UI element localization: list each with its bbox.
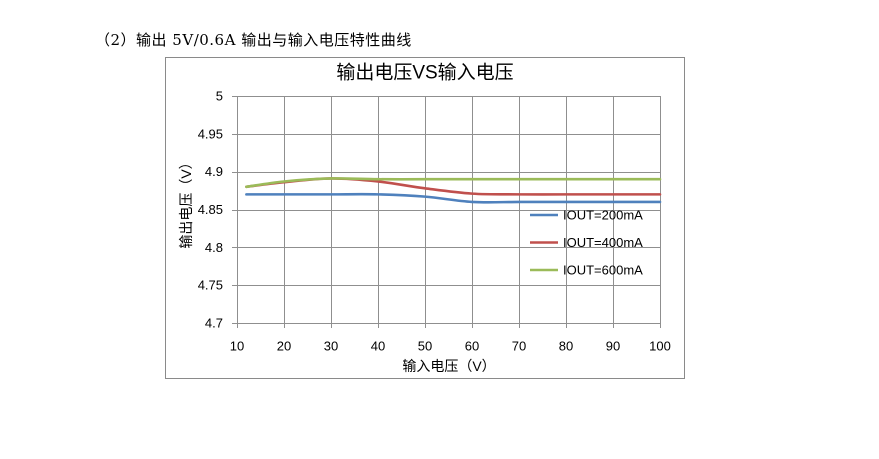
series-line-3 <box>245 177 662 189</box>
plot-lines <box>245 177 662 204</box>
legend-entry: IOUT=200mA <box>530 208 643 223</box>
x-tick-label: 40 <box>371 339 385 354</box>
legend-label: IOUT=600mA <box>563 263 643 278</box>
series-line-1 <box>245 192 662 204</box>
y-tick-label: 4.8 <box>205 240 223 255</box>
x-tick-label: 30 <box>324 339 338 354</box>
x-tick-label: 100 <box>649 339 671 354</box>
y-tick-label: 5 <box>216 89 223 104</box>
figure-caption: （2）输出 5V/0.6A 输出与输入电压特性曲线 <box>95 31 412 49</box>
x-tick-label: 20 <box>277 339 291 354</box>
y-tick-label: 4.7 <box>205 316 223 331</box>
y-tick-label: 4.95 <box>198 126 223 141</box>
x-tick-label: 10 <box>230 339 244 354</box>
y-tick-label: 4.9 <box>205 164 223 179</box>
legend-entry: IOUT=600mA <box>530 263 643 278</box>
chart-title: 输出电压VS输入电压 <box>336 62 513 84</box>
legend: IOUT=200mA IOUT=400mA IOUT=600mA <box>530 208 643 278</box>
x-axis-label: 输入电压（V） <box>402 358 495 374</box>
y-tick-label: 4.75 <box>198 278 223 293</box>
x-tick-label: 60 <box>465 339 479 354</box>
x-tick-label: 50 <box>418 339 432 354</box>
x-tick-label: 70 <box>512 339 526 354</box>
legend-label: IOUT=400mA <box>563 235 643 250</box>
y-axis-label: 输出电压（V） <box>178 155 194 248</box>
y-tick-label: 4.85 <box>198 202 223 217</box>
x-tick-label: 80 <box>559 339 573 354</box>
legend-entry: IOUT=400mA <box>530 235 643 250</box>
axes <box>232 96 661 328</box>
legend-label: IOUT=200mA <box>563 208 643 223</box>
chart-container: 输出电压VS输入电压 5 4.95 4.9 4.85 4.8 4.75 4.7 10 20 30 4… <box>165 57 685 379</box>
x-tick-label: 90 <box>606 339 620 354</box>
line-chart: 输出电压VS输入电压 5 4.95 4.9 4.85 4.8 4.75 4.7 10 20 30 4… <box>165 57 685 379</box>
tick-labels: 5 4.95 4.9 4.85 4.8 4.75 4.7 10 20 30 40 50 60 70 80 90… <box>198 89 671 354</box>
